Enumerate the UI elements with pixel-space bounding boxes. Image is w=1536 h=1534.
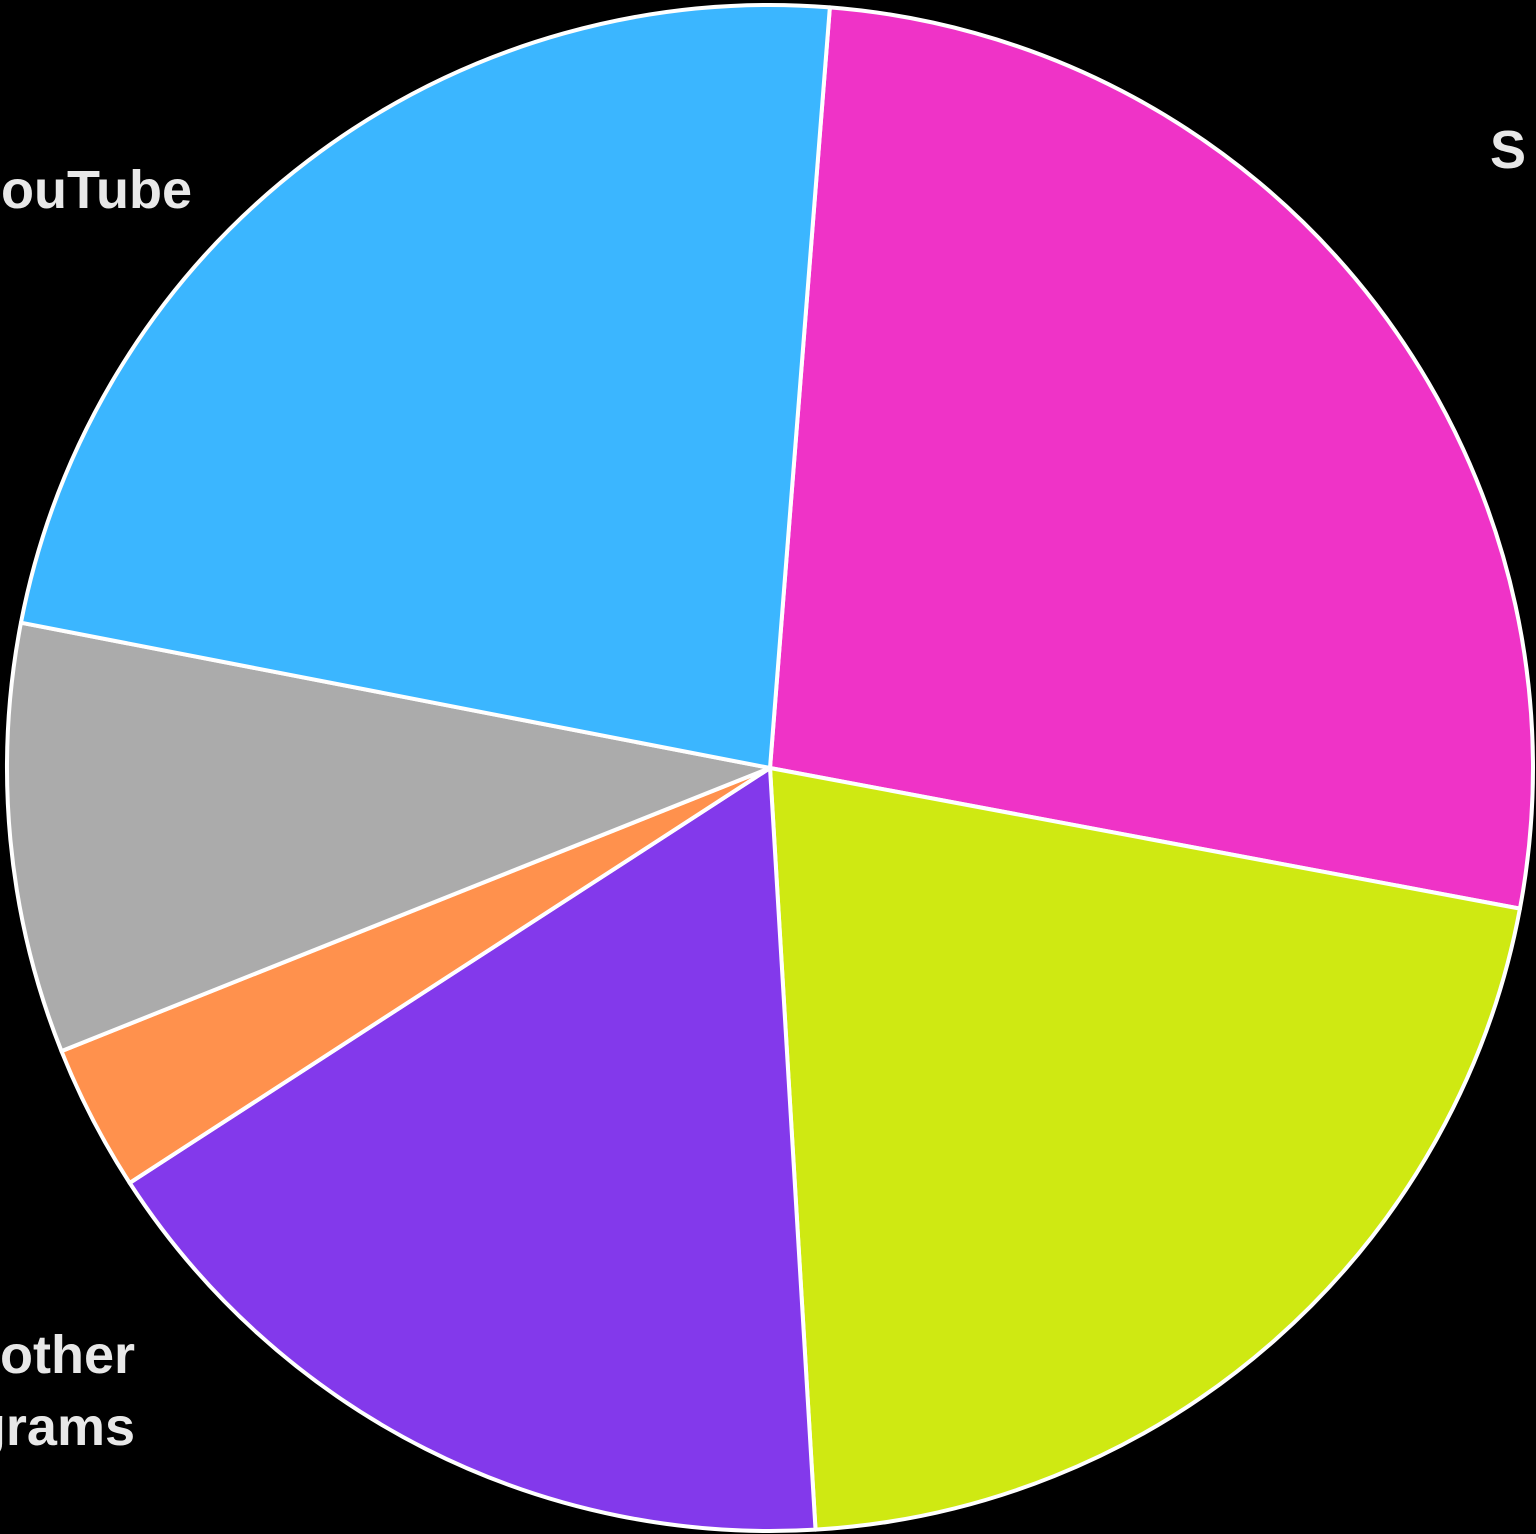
- pie-slice-5: [18, 3, 832, 770]
- pie-slice-label-0: S: [1490, 120, 1526, 180]
- pie-slice-0: [768, 5, 1535, 911]
- pie-slice-1: [768, 766, 1522, 1532]
- pie-slice-label-4: othergrams: [0, 1325, 135, 1457]
- pie-labels: Sothergrams ouTube: [0, 120, 1526, 1457]
- pie-slice-4: [5, 620, 772, 1054]
- pie-slice-2: [127, 766, 818, 1533]
- pie-slice-label-5: ouTube: [1, 160, 192, 220]
- pie-slices: [5, 3, 1535, 1533]
